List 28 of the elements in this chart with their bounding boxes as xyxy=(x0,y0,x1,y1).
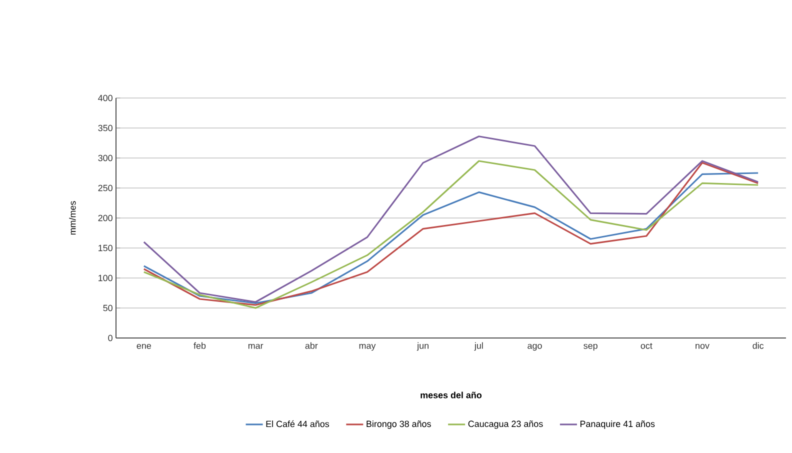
legend-label: El Café 44 años xyxy=(266,420,330,428)
y-tick-label: 350 xyxy=(98,124,112,132)
y-tick-label: 400 xyxy=(98,94,112,102)
legend-label: Caucagua 23 años xyxy=(468,420,543,429)
y-tick-label: 50 xyxy=(103,304,112,312)
x-tick-label: jul xyxy=(474,342,483,351)
legend-label: Birongo 38 años xyxy=(366,420,431,429)
y-tick-label: 150 xyxy=(98,244,112,252)
x-tick-label: ago xyxy=(528,344,542,351)
x-tick-label: mar xyxy=(248,344,264,349)
y-axis-title: mm/mes xyxy=(69,201,76,235)
y-tick-label: 100 xyxy=(98,274,112,282)
y-tick-label: 300 xyxy=(98,154,112,162)
legend-label: Panaquire 41 años xyxy=(580,420,655,429)
x-tick-label: nov xyxy=(696,344,710,349)
x-axis-title: meses del año xyxy=(420,392,482,398)
line-series xyxy=(143,136,759,303)
y-tick-label: 0 xyxy=(108,334,112,342)
x-tick-label: sep xyxy=(584,344,598,351)
x-tick-label: feb xyxy=(194,342,206,349)
x-tick-label: abr xyxy=(305,342,318,349)
x-tick-label: may xyxy=(359,344,376,351)
y-tick-label: 200 xyxy=(98,214,112,222)
x-tick-label: jun xyxy=(416,342,428,351)
x-tick-label: oct xyxy=(640,342,652,349)
x-tick-label: ene xyxy=(136,344,151,349)
y-tick-label: 250 xyxy=(98,184,112,192)
x-tick-label: dic xyxy=(752,342,764,349)
